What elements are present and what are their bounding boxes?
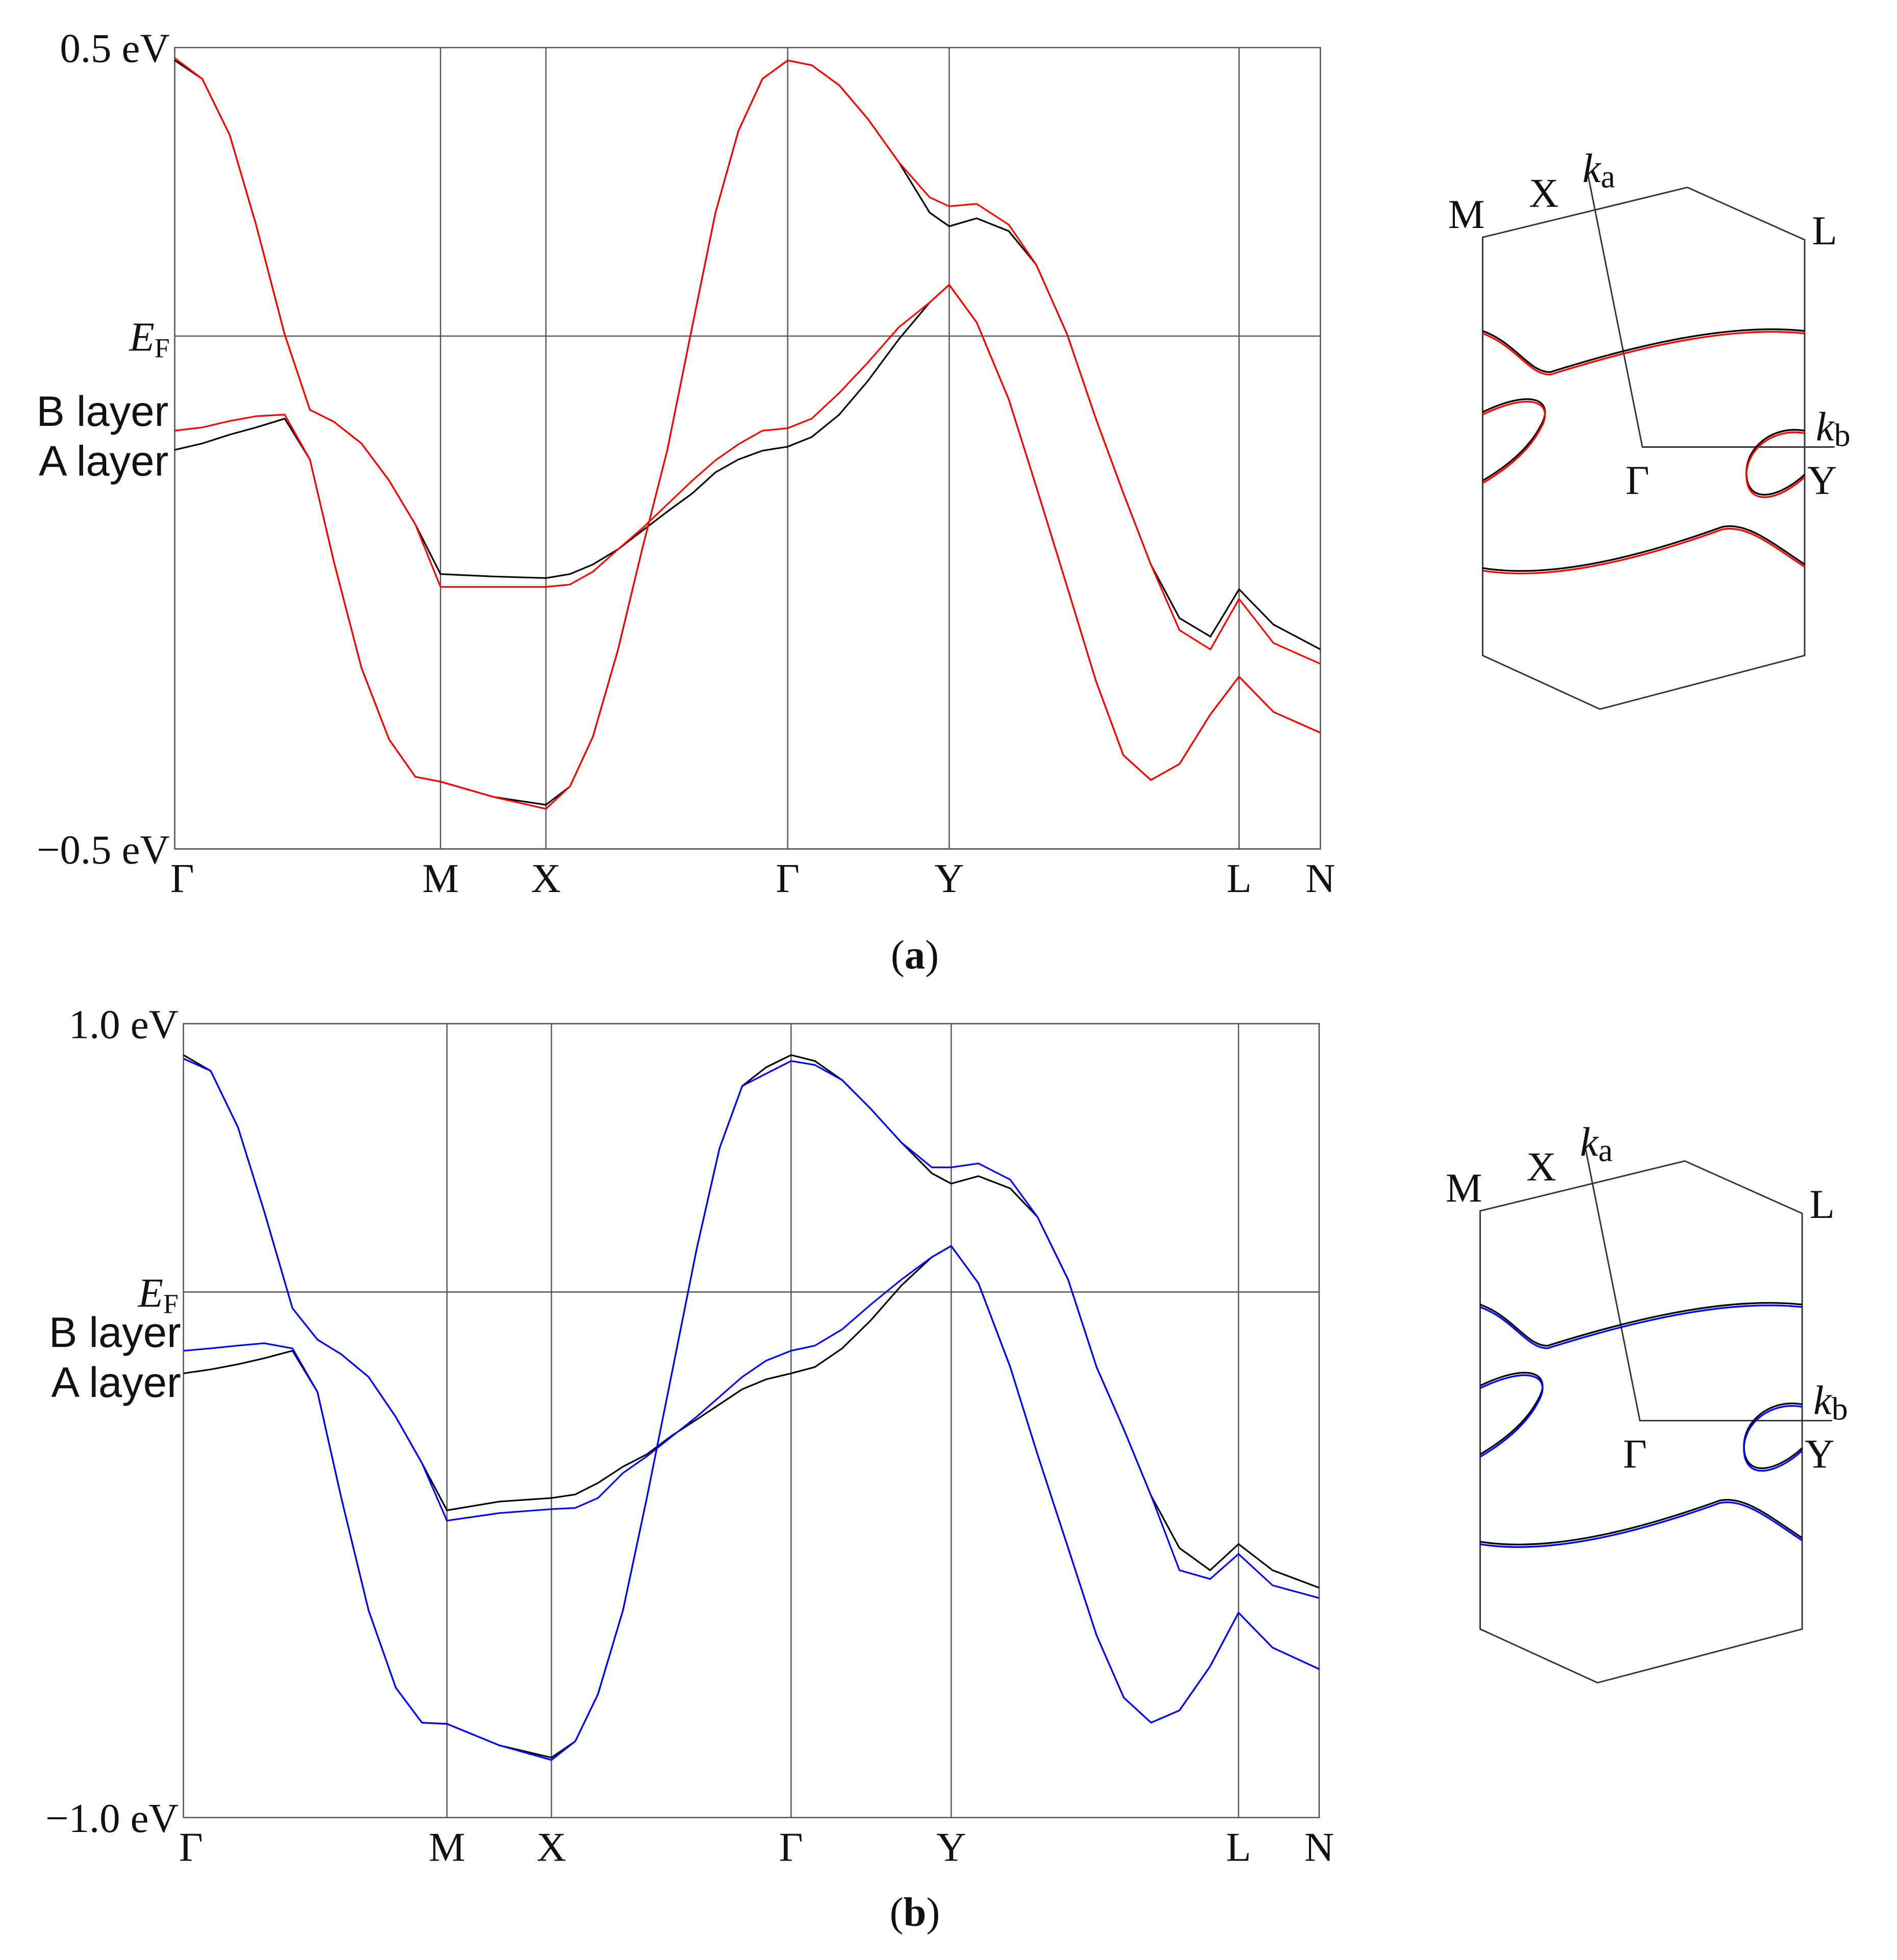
band-line bbox=[183, 1054, 1320, 1724]
band-line bbox=[174, 59, 1321, 810]
zone-point-label: M bbox=[1446, 1165, 1482, 1211]
plot-frame bbox=[183, 1023, 1320, 1818]
y-tick-label: −0.5 eV bbox=[37, 827, 170, 873]
x-tick-label: Y bbox=[936, 1824, 966, 1870]
legend-label: A layer bbox=[51, 1359, 181, 1406]
fermi-surface bbox=[1482, 330, 1805, 376]
fermi-surface bbox=[1480, 1499, 1803, 1546]
y-tick-label: EF bbox=[129, 314, 170, 363]
y-tick-label: −1.0 eV bbox=[45, 1796, 178, 1841]
fermi-surface bbox=[1482, 398, 1546, 482]
x-tick-label: X bbox=[536, 1824, 566, 1870]
fermi-surface bbox=[1482, 525, 1805, 572]
x-tick-label: L bbox=[1226, 856, 1251, 901]
plot-frame bbox=[174, 47, 1321, 850]
k-axis-label: kb bbox=[1816, 404, 1851, 453]
band-line bbox=[174, 57, 1321, 781]
k-axis-label: kb bbox=[1813, 1378, 1848, 1427]
zone-point-label: Y bbox=[1805, 1431, 1834, 1477]
x-tick-label: Γ bbox=[179, 1824, 203, 1870]
zone-point-label: L bbox=[1812, 208, 1837, 253]
zone-point-label: X bbox=[1529, 171, 1558, 216]
x-tick-label: N bbox=[1305, 856, 1335, 901]
x-tick-label: X bbox=[531, 856, 560, 901]
fermi-surface bbox=[1479, 1371, 1544, 1455]
band-line bbox=[183, 1054, 1320, 1759]
caption: (b) bbox=[890, 1890, 940, 1935]
fermi-surface bbox=[1482, 328, 1805, 373]
x-tick-label: Γ bbox=[779, 1824, 803, 1870]
zone-point-label: M bbox=[1448, 192, 1485, 237]
legend-label: A layer bbox=[39, 438, 168, 485]
k-axes bbox=[1586, 172, 1835, 448]
band-line bbox=[174, 60, 1321, 781]
zone-outline bbox=[1479, 1160, 1803, 1684]
fermi-surface bbox=[1482, 400, 1546, 484]
k-axis-label: ka bbox=[1580, 1119, 1612, 1168]
x-tick-label: N bbox=[1304, 1824, 1334, 1870]
fermi-surface bbox=[1479, 1302, 1803, 1347]
y-tick-label: 0.5 eV bbox=[60, 26, 170, 71]
fermi-surface bbox=[1482, 527, 1805, 575]
zone-point-label: X bbox=[1526, 1144, 1556, 1189]
k-axes bbox=[1584, 1146, 1832, 1421]
zone-point-label: Γ bbox=[1626, 457, 1650, 503]
x-tick-label: Γ bbox=[170, 856, 194, 901]
x-tick-label: M bbox=[422, 856, 459, 901]
fermi-surface bbox=[1746, 431, 1806, 498]
zone-point-label: L bbox=[1809, 1182, 1834, 1227]
caption: (a) bbox=[891, 932, 939, 977]
y-tick-label: 1.0 eV bbox=[69, 1002, 178, 1047]
legend-label: B layer bbox=[36, 388, 168, 435]
zone-point-label: Y bbox=[1807, 457, 1837, 503]
x-tick-label: M bbox=[429, 1824, 466, 1870]
x-tick-label: Γ bbox=[776, 856, 800, 901]
legend-label: B layer bbox=[49, 1309, 181, 1356]
fermi-surface bbox=[1480, 1501, 1803, 1548]
band-line bbox=[183, 1060, 1320, 1761]
band-line bbox=[183, 1058, 1320, 1724]
zone-point-label: Γ bbox=[1623, 1431, 1647, 1477]
x-tick-label: Y bbox=[934, 856, 964, 901]
brillouin-zone-inset: M X L Γ Yka kb bbox=[1446, 1119, 1848, 1684]
y-tick-label: EF bbox=[138, 1270, 178, 1319]
fermi-surface bbox=[1479, 1374, 1544, 1458]
fermi-surface bbox=[1479, 1304, 1803, 1350]
zone-outline bbox=[1482, 186, 1806, 710]
brillouin-zone-inset: M X L Γ Yka kb bbox=[1448, 146, 1851, 710]
fermi-surface bbox=[1743, 1405, 1803, 1472]
k-axis-label: ka bbox=[1582, 146, 1615, 195]
x-tick-label: L bbox=[1226, 1824, 1251, 1870]
